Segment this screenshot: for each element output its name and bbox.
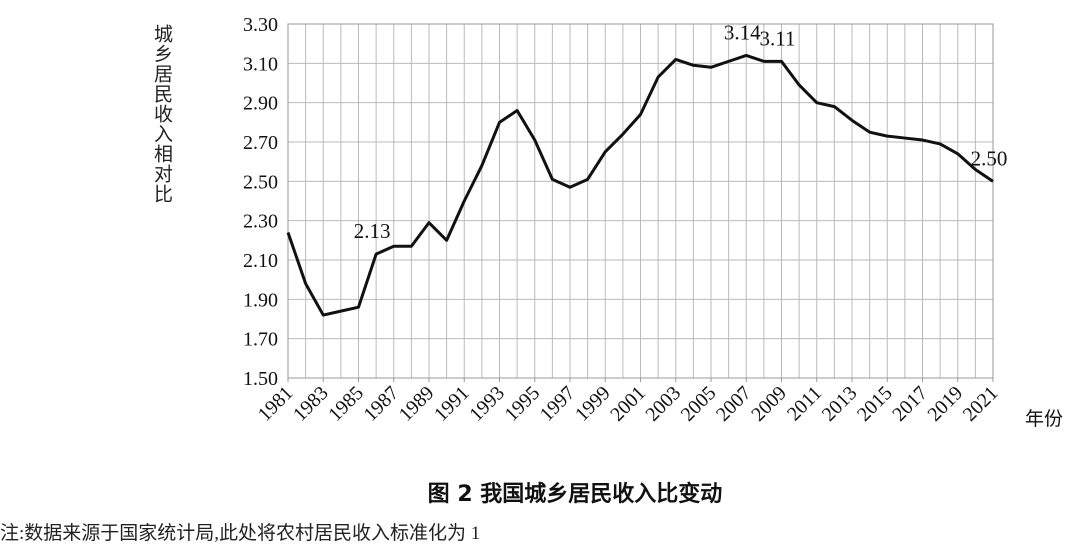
y-tick-label: 2.30 [243,211,278,233]
x-tick-label: 1983 [289,382,333,426]
y-tick-label: 1.70 [243,329,278,351]
x-tick-label: 2001 [606,382,650,426]
x-axis-label: 年份 [1025,408,1063,430]
x-tick-label: 1993 [465,382,509,426]
y-tick-label: 1.50 [243,368,278,390]
chart-note: 注:数据来源于国家统计局,此处将农村居民收入标准化为 1 [0,523,481,544]
x-tick-label: 2007 [712,382,756,426]
x-tick-label: 1997 [536,382,580,426]
x-tick-label: 2005 [677,382,721,426]
x-tick-label: 1995 [500,382,544,426]
x-tick-label: 2013 [818,382,862,426]
data-label: 2.50 [971,146,1008,170]
y-tick-label: 2.50 [243,171,278,193]
y-tick-label: 3.30 [243,14,278,36]
x-tick-label: 2015 [853,382,897,426]
chart-title: 图 2 我国城乡居民收入比变动 [427,482,723,507]
x-tick-label: 1985 [324,382,368,426]
x-tick-label: 2003 [641,382,685,426]
y-tick-label: 1.90 [243,289,278,311]
y-tick-label: 2.90 [243,93,278,115]
data-label: 2.13 [354,219,391,243]
y-tick-label: 2.70 [243,132,278,154]
x-tick-label: 2009 [747,382,791,426]
x-tick-label: 1989 [395,382,439,426]
data-label: 3.14 [724,20,761,44]
line [286,53,994,317]
x-tick-label: 2017 [888,382,932,426]
y-tick-label: 2.10 [243,250,278,272]
x-tick-label: 2021 [959,382,1003,426]
y-tick-label: 3.10 [243,53,278,75]
y-axis-label: 城乡居民收入相对比 [151,24,172,204]
x-tick-label: 2019 [923,382,967,426]
x-tick-label: 1991 [430,382,474,426]
data-label: 3.11 [760,26,796,50]
x-tick-label: 2011 [783,382,826,425]
x-tick-label: 1987 [359,382,403,426]
x-tick-label: 1999 [571,382,615,426]
